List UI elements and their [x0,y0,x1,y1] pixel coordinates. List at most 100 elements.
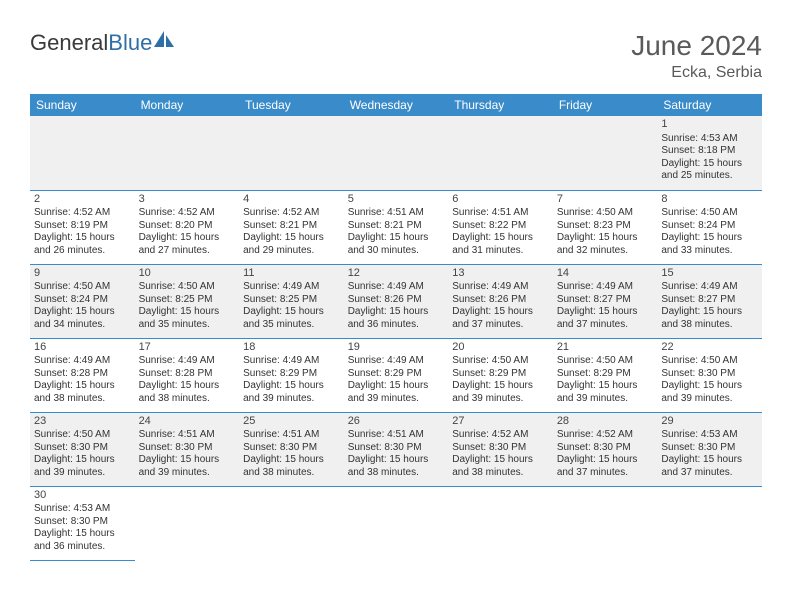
sunset-line: Sunset: 8:18 PM [661,145,758,158]
day-cell: 16Sunrise: 4:49 AMSunset: 8:28 PMDayligh… [30,338,135,412]
sunset-line: Sunset: 8:20 PM [139,220,236,233]
sunset-line: Sunset: 8:26 PM [348,294,445,307]
sunset-line: Sunset: 8:24 PM [34,294,131,307]
week-row: 9Sunrise: 4:50 AMSunset: 8:24 PMDaylight… [30,264,762,338]
sunset-line: Sunset: 8:26 PM [452,294,549,307]
day-number: 11 [243,267,340,281]
daylight-line: Daylight: 15 hours and 36 minutes. [34,528,131,553]
sunset-line: Sunset: 8:30 PM [243,442,340,455]
sunset-line: Sunset: 8:27 PM [661,294,758,307]
daylight-line: Daylight: 15 hours and 27 minutes. [139,232,236,257]
sunrise-line: Sunrise: 4:53 AM [661,133,758,146]
day-number: 12 [348,267,445,281]
day-number: 18 [243,341,340,355]
day-cell: 25Sunrise: 4:51 AMSunset: 8:30 PMDayligh… [239,412,344,486]
sunset-line: Sunset: 8:30 PM [661,442,758,455]
daylight-line: Daylight: 15 hours and 37 minutes. [557,306,654,331]
day-number: 1 [661,118,758,132]
day-number: 24 [139,415,236,429]
sunset-line: Sunset: 8:24 PM [661,220,758,233]
sunrise-line: Sunrise: 4:49 AM [452,281,549,294]
daylight-line: Daylight: 15 hours and 39 minutes. [243,380,340,405]
col-monday: Monday [135,94,240,116]
day-number: 29 [661,415,758,429]
daylight-line: Daylight: 15 hours and 32 minutes. [557,232,654,257]
sunrise-line: Sunrise: 4:50 AM [34,429,131,442]
sunset-line: Sunset: 8:25 PM [139,294,236,307]
daylight-line: Daylight: 15 hours and 34 minutes. [34,306,131,331]
day-cell: 26Sunrise: 4:51 AMSunset: 8:30 PMDayligh… [344,412,449,486]
logo-text-1: General [30,30,108,56]
day-cell: 17Sunrise: 4:49 AMSunset: 8:28 PMDayligh… [135,338,240,412]
day-number: 7 [557,193,654,207]
day-cell [135,486,240,560]
day-number: 6 [452,193,549,207]
daylight-line: Daylight: 15 hours and 25 minutes. [661,158,758,183]
day-cell: 27Sunrise: 4:52 AMSunset: 8:30 PMDayligh… [448,412,553,486]
sunset-line: Sunset: 8:21 PM [348,220,445,233]
day-cell: 14Sunrise: 4:49 AMSunset: 8:27 PMDayligh… [553,264,658,338]
sunrise-line: Sunrise: 4:50 AM [557,355,654,368]
day-number: 23 [34,415,131,429]
sunrise-line: Sunrise: 4:49 AM [243,281,340,294]
daylight-line: Daylight: 15 hours and 39 minutes. [139,454,236,479]
week-row: 30Sunrise: 4:53 AMSunset: 8:30 PMDayligh… [30,486,762,560]
day-cell [30,116,135,190]
day-number: 20 [452,341,549,355]
daylight-line: Daylight: 15 hours and 39 minutes. [452,380,549,405]
sunset-line: Sunset: 8:29 PM [348,368,445,381]
sunset-line: Sunset: 8:21 PM [243,220,340,233]
day-cell [657,486,762,560]
day-cell: 12Sunrise: 4:49 AMSunset: 8:26 PMDayligh… [344,264,449,338]
sunrise-line: Sunrise: 4:49 AM [243,355,340,368]
day-number: 2 [34,193,131,207]
sunset-line: Sunset: 8:29 PM [557,368,654,381]
sunset-line: Sunset: 8:29 PM [452,368,549,381]
calendar-table: Sunday Monday Tuesday Wednesday Thursday… [30,94,762,561]
sunrise-line: Sunrise: 4:50 AM [661,207,758,220]
day-cell: 7Sunrise: 4:50 AMSunset: 8:23 PMDaylight… [553,190,658,264]
sunset-line: Sunset: 8:27 PM [557,294,654,307]
sunrise-line: Sunrise: 4:50 AM [139,281,236,294]
day-number: 3 [139,193,236,207]
day-number: 4 [243,193,340,207]
day-cell [344,486,449,560]
day-cell [553,116,658,190]
day-number: 13 [452,267,549,281]
sunrise-line: Sunrise: 4:53 AM [34,503,131,516]
daylight-line: Daylight: 15 hours and 39 minutes. [34,454,131,479]
daylight-line: Daylight: 15 hours and 35 minutes. [243,306,340,331]
sunrise-line: Sunrise: 4:51 AM [348,207,445,220]
col-saturday: Saturday [657,94,762,116]
sunrise-line: Sunrise: 4:52 AM [557,429,654,442]
daylight-line: Daylight: 15 hours and 38 minutes. [34,380,131,405]
sunrise-line: Sunrise: 4:52 AM [452,429,549,442]
sunrise-line: Sunrise: 4:50 AM [452,355,549,368]
sunset-line: Sunset: 8:19 PM [34,220,131,233]
logo-sail-icon [154,31,176,47]
sunrise-line: Sunrise: 4:49 AM [139,355,236,368]
daylight-line: Daylight: 15 hours and 39 minutes. [661,380,758,405]
sunrise-line: Sunrise: 4:50 AM [557,207,654,220]
day-cell: 13Sunrise: 4:49 AMSunset: 8:26 PMDayligh… [448,264,553,338]
day-cell [239,486,344,560]
day-cell: 22Sunrise: 4:50 AMSunset: 8:30 PMDayligh… [657,338,762,412]
week-row: 2Sunrise: 4:52 AMSunset: 8:19 PMDaylight… [30,190,762,264]
header: GeneralBlue June 2024 Ecka, Serbia [30,30,762,82]
day-cell [135,116,240,190]
daylight-line: Daylight: 15 hours and 38 minutes. [348,454,445,479]
day-number: 5 [348,193,445,207]
day-number: 28 [557,415,654,429]
sunrise-line: Sunrise: 4:51 AM [139,429,236,442]
sunrise-line: Sunrise: 4:49 AM [348,281,445,294]
day-number: 22 [661,341,758,355]
day-cell [448,486,553,560]
daylight-line: Daylight: 15 hours and 36 minutes. [348,306,445,331]
daylight-line: Daylight: 15 hours and 37 minutes. [557,454,654,479]
day-cell [448,116,553,190]
daylight-line: Daylight: 15 hours and 38 minutes. [243,454,340,479]
sunset-line: Sunset: 8:29 PM [243,368,340,381]
day-cell: 10Sunrise: 4:50 AMSunset: 8:25 PMDayligh… [135,264,240,338]
sunset-line: Sunset: 8:28 PM [139,368,236,381]
sunset-line: Sunset: 8:28 PM [34,368,131,381]
